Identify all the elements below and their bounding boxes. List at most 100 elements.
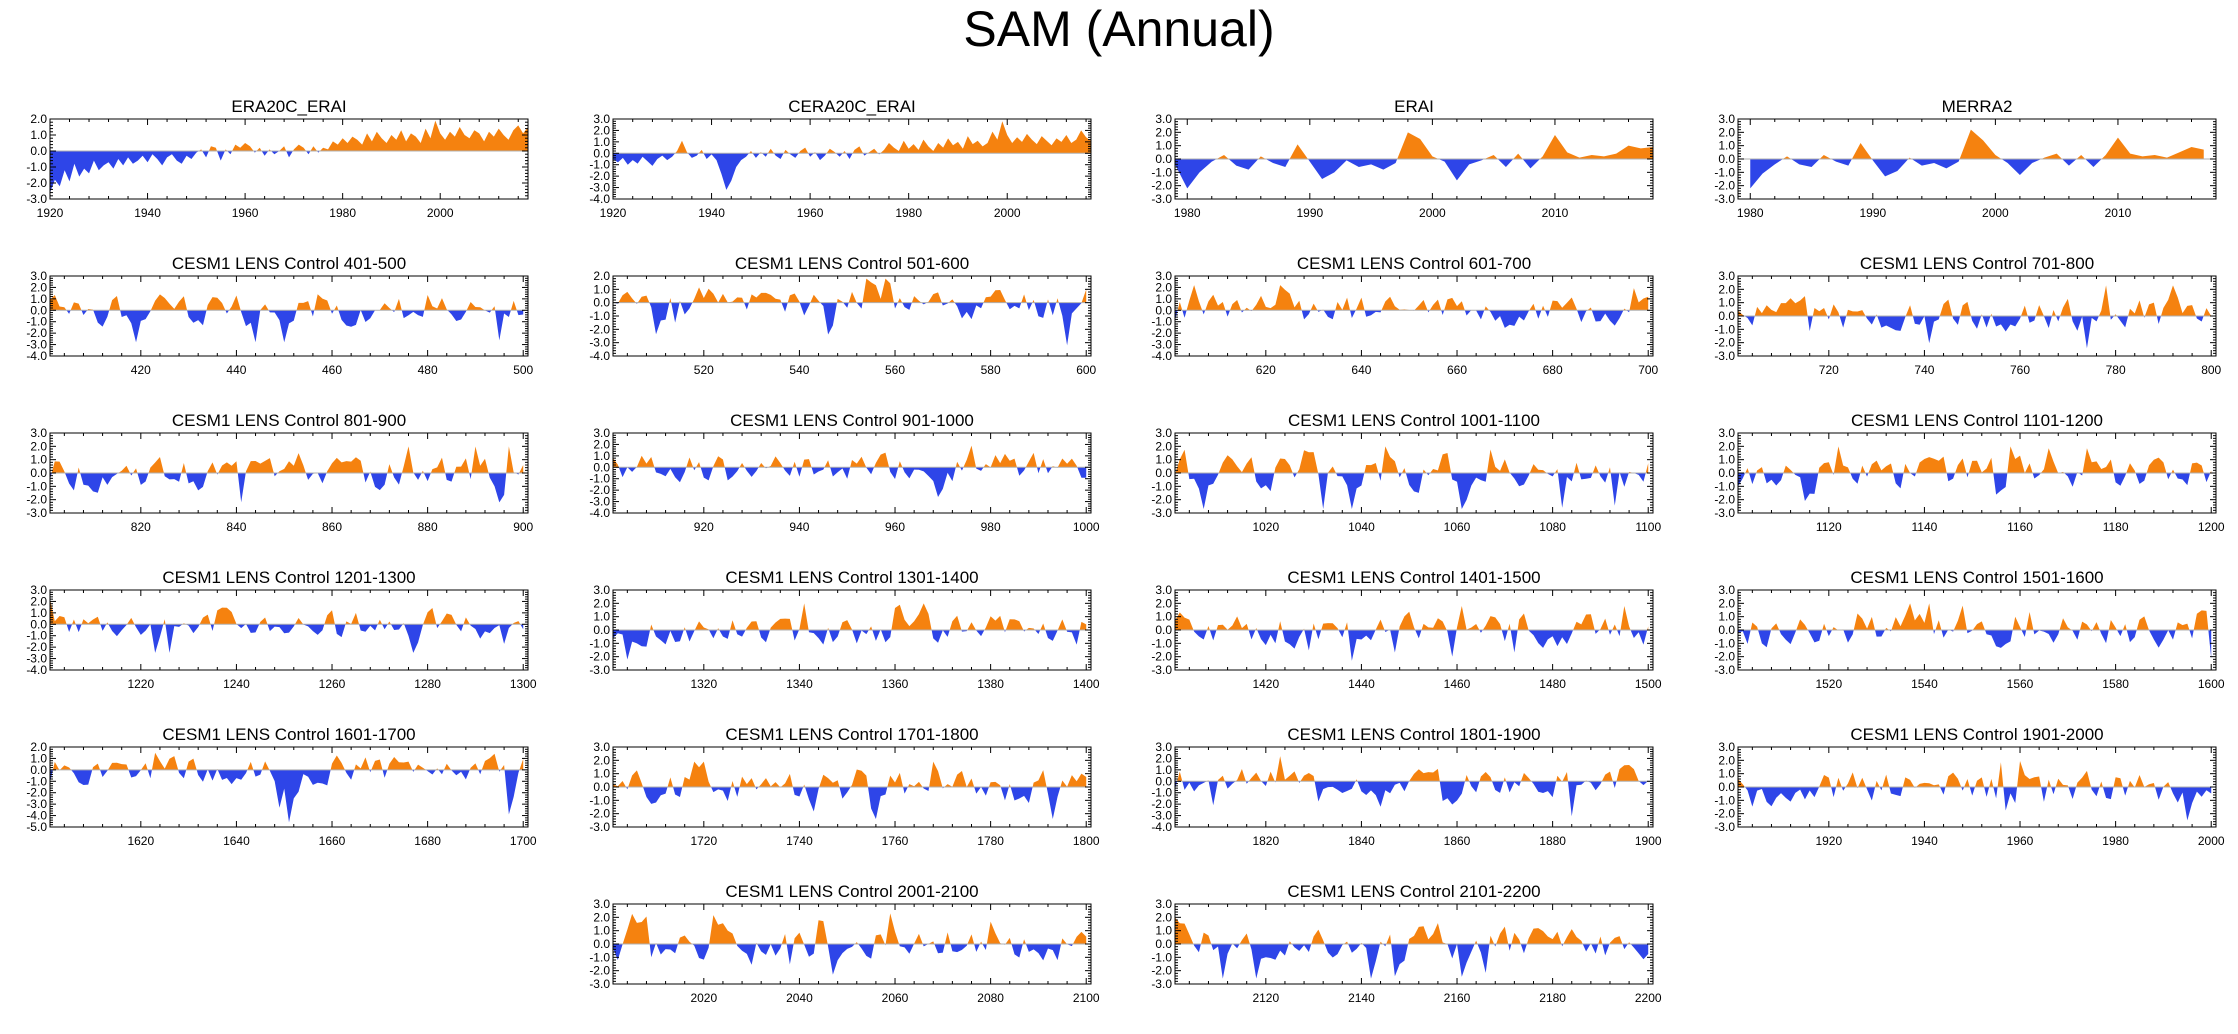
chart-title: CESM1 LENS Control 1401-1500 [1287, 568, 1540, 587]
x-tick-label: 2080 [977, 991, 1004, 1005]
y-tick-label: 2.0 [1718, 282, 1735, 296]
y-tick-label: 3.0 [1155, 897, 1172, 911]
y-tick-label: 1.0 [1718, 139, 1735, 153]
y-tick-label: -2.0 [1151, 493, 1172, 507]
chart-panel: CESM1 LENS Control 601-700 -4.0 -3.0 -2.0 -1… [1125, 250, 1687, 400]
chart-svg: CESM1 LENS Control 501-600 -4.0-3.0-2.0-1… [589, 254, 1096, 377]
y-tick-label: -2.0 [1151, 797, 1172, 811]
y-tick-label: 1.0 [1718, 453, 1735, 467]
y-tick-label: -2.0 [1151, 179, 1172, 193]
y-tick-label: 1.0 [1718, 767, 1735, 781]
y-tick-label: 2.0 [593, 437, 610, 451]
y-tick-label: 1.0 [30, 751, 47, 765]
page-title: SAM (Annual) [963, 1, 1275, 57]
plot-frame [49, 746, 529, 828]
y-tick-label: -3.0 [1714, 663, 1735, 677]
y-tick-label: 2.0 [1155, 125, 1172, 139]
x-tick-label: 1860 [1444, 834, 1471, 848]
y-tick-label: 2.0 [30, 594, 47, 608]
positive-area [1750, 129, 2204, 159]
y-tick-label: 3.0 [1155, 583, 1172, 597]
y-tick-label: -1.0 [26, 629, 47, 643]
positive-area [50, 294, 517, 311]
y-tick-label: 2.0 [1155, 439, 1172, 453]
x-tick-label: 1900 [1635, 834, 1662, 848]
x-tick-label: 1480 [1539, 677, 1566, 691]
y-tick-label: -1.0 [1151, 636, 1172, 650]
negative-area [613, 944, 1087, 975]
x-tick-label: 1280 [414, 677, 441, 691]
y-tick-label: 1.0 [30, 606, 47, 620]
y-tick-label: 1.0 [1718, 296, 1735, 310]
chart-svg: CERA20C_ERAI -4.0-3.0-2.0-1.00.01.02.03.0… [589, 97, 1092, 220]
y-tick-label: -3.0 [26, 192, 47, 206]
y-tick-label: 0.0 [1155, 466, 1172, 480]
y-tick-label: -2.0 [1714, 650, 1735, 664]
y-tick-label: 3.0 [593, 112, 610, 126]
chart-title: CERA20C_ERAI [788, 97, 916, 116]
x-tick-label: 1700 [510, 834, 537, 848]
chart-svg: CESM1 LENS Control 2001-2100 -3.0-2.0-1.0… [589, 882, 1100, 1005]
plot-frame [49, 118, 529, 200]
x-tick-label: 2000 [994, 206, 1021, 220]
chart-panel: CESM1 LENS Control 2101-2200 -3.0 -2.0 -1.0… [1125, 878, 1687, 1028]
x-tick-label: 2010 [1542, 206, 1569, 220]
x-tick-label: 2160 [1444, 991, 1471, 1005]
x-tick-label: 1500 [1635, 677, 1662, 691]
x-tick-label: 1620 [127, 834, 154, 848]
x-tick-label: 1960 [797, 206, 824, 220]
y-tick-label: 3.0 [1155, 426, 1172, 440]
x-tick-label: 740 [1914, 363, 1934, 377]
negative-area [50, 151, 528, 193]
x-tick-label: 2120 [1252, 991, 1279, 1005]
y-tick-label: 2.0 [30, 112, 47, 126]
y-tick-label: -3.0 [1714, 820, 1735, 834]
y-tick-label: -2.0 [589, 807, 610, 821]
x-tick-label: 760 [2010, 363, 2030, 377]
x-tick-label: 1960 [2007, 834, 2034, 848]
y-tick-label: -2.0 [26, 493, 47, 507]
chart-title: MERRA2 [1942, 97, 2013, 116]
positive-area [1175, 446, 1649, 473]
y-tick-label: -1.0 [1151, 165, 1172, 179]
chart-svg: CESM1 LENS Control 901-1000 -4.0-3.0-2.0-… [589, 411, 1100, 534]
y-tick-label: -4.0 [26, 809, 47, 823]
y-tick-label: 2.0 [593, 596, 610, 610]
negative-area [613, 630, 1087, 660]
x-tick-label: 1520 [1815, 677, 1842, 691]
plot-frame [612, 432, 1092, 514]
y-tick-label: 0.0 [30, 617, 47, 631]
x-tick-label: 560 [885, 363, 905, 377]
y-tick-label: -2.0 [1151, 650, 1172, 664]
x-tick-label: 1980 [1737, 206, 1764, 220]
y-tick-label: 0.0 [1718, 309, 1735, 323]
positive-area [613, 445, 1078, 468]
y-tick-label: -2.0 [26, 640, 47, 654]
chart-panel: CESM1 LENS Control 701-800 -3.0 -2.0 -1.0 0.… [1688, 250, 2238, 400]
x-tick-label: 1080 [1539, 520, 1566, 534]
chart-title: CESM1 LENS Control 2001-2100 [725, 882, 978, 901]
negative-area [50, 310, 524, 343]
x-tick-label: 1940 [698, 206, 725, 220]
y-tick-label: -2.0 [589, 964, 610, 978]
y-tick-label: 0.0 [593, 780, 610, 794]
y-tick-label: 0.0 [1718, 623, 1735, 637]
y-tick-label: -3.0 [1714, 192, 1735, 206]
x-tick-label: 1000 [1073, 520, 1100, 534]
y-tick-label: -3.0 [589, 663, 610, 677]
y-tick-label: -1.0 [1151, 315, 1172, 329]
positive-area [613, 761, 1087, 787]
x-tick-label: 2000 [2198, 834, 2225, 848]
y-tick-label: 1.0 [30, 453, 47, 467]
y-tick-label: -4.0 [26, 663, 47, 677]
x-tick-label: 1800 [1073, 834, 1100, 848]
y-tick-label: 3.0 [30, 583, 47, 597]
y-tick-label: -2.0 [26, 786, 47, 800]
positive-area [50, 598, 521, 625]
x-tick-label: 440 [226, 363, 246, 377]
y-tick-label: 1.0 [593, 767, 610, 781]
chart-panel: CESM1 LENS Control 1001-1100 -3.0 -2.0 -1.0… [1125, 407, 1687, 557]
chart-svg: CESM1 LENS Control 1401-1500 -3.0-2.0-1.0… [1151, 568, 1662, 691]
x-tick-label: 1240 [223, 677, 250, 691]
